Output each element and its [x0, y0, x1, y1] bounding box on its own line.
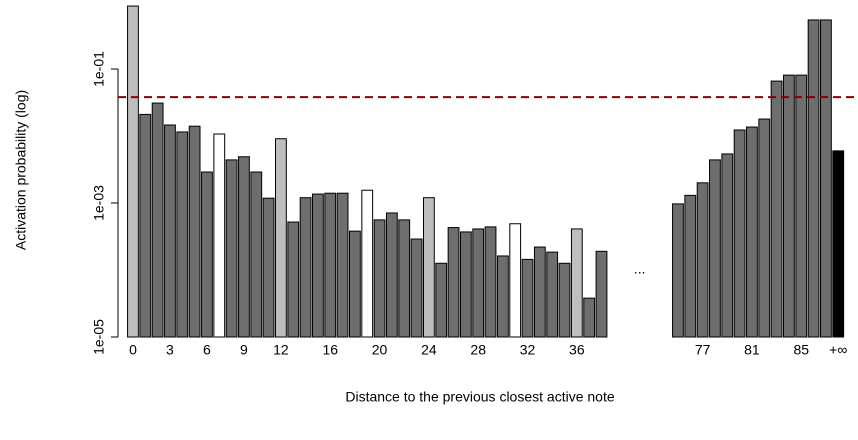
x-tick-label: 81 [744, 342, 760, 358]
bar [684, 194, 697, 338]
bar [373, 219, 386, 338]
x-tick-label: 0 [129, 342, 137, 358]
x-tick-label: 24 [421, 342, 437, 358]
bar [447, 227, 460, 338]
bar [472, 228, 485, 338]
bar [746, 126, 758, 338]
bar [733, 129, 746, 338]
bar [832, 150, 845, 338]
gap-label: ... [634, 261, 646, 277]
bar [583, 297, 596, 338]
y-tick-label: 1e-03 [91, 185, 107, 221]
x-axis-title: Distance to the previous closest active … [345, 389, 614, 405]
bar [127, 5, 139, 338]
bar [758, 118, 771, 338]
bar [570, 228, 583, 338]
bar [783, 74, 795, 338]
y-tick-label: 1e-01 [91, 51, 107, 87]
bar [324, 192, 337, 338]
x-tick-label: 16 [322, 342, 338, 358]
x-tick-label: 6 [203, 342, 211, 358]
bar [807, 19, 820, 338]
bar [238, 156, 250, 338]
x-tick-label: 12 [273, 342, 289, 358]
x-tick-label: 32 [520, 342, 536, 358]
bar [820, 19, 832, 338]
x-tick-label: 36 [569, 342, 585, 358]
bar [595, 250, 608, 338]
bar [533, 246, 546, 338]
bar [422, 197, 435, 338]
bar [795, 74, 808, 338]
bar [250, 171, 263, 338]
bar [275, 138, 287, 338]
x-tick-label: 28 [470, 342, 486, 358]
bar [672, 203, 684, 338]
bar [213, 133, 226, 338]
x-tick-label: 9 [240, 342, 248, 358]
bar [361, 189, 374, 338]
bar [385, 212, 398, 338]
bar [546, 251, 559, 338]
bar [709, 159, 721, 338]
bar [151, 102, 164, 338]
bar [262, 197, 275, 338]
bar [299, 197, 312, 338]
x-tick-label: +∞ [829, 342, 847, 358]
x-tick-label: 20 [372, 342, 388, 358]
bar [696, 182, 709, 338]
x-tick-label: 3 [166, 342, 174, 358]
y-tick-label: 1e-05 [91, 319, 107, 355]
bar [176, 131, 189, 338]
bar [139, 113, 152, 338]
bar [770, 80, 783, 338]
bar [496, 255, 509, 338]
bar [521, 258, 534, 338]
bar [398, 219, 411, 338]
bar [410, 238, 423, 338]
bar [484, 226, 497, 338]
x-tick-label: 77 [695, 342, 711, 358]
bar [459, 231, 472, 338]
y-axis-title: Activation probability (log) [13, 90, 29, 250]
bar [312, 193, 324, 338]
bar [349, 230, 361, 338]
bar [509, 223, 522, 338]
bar [721, 153, 734, 338]
bar [287, 221, 300, 338]
bar [558, 262, 571, 338]
bar [188, 125, 201, 338]
bar [225, 159, 238, 338]
bar [336, 192, 349, 338]
bar [164, 124, 176, 338]
bar [201, 171, 213, 338]
x-tick-label: 85 [793, 342, 809, 358]
bar [435, 262, 448, 338]
